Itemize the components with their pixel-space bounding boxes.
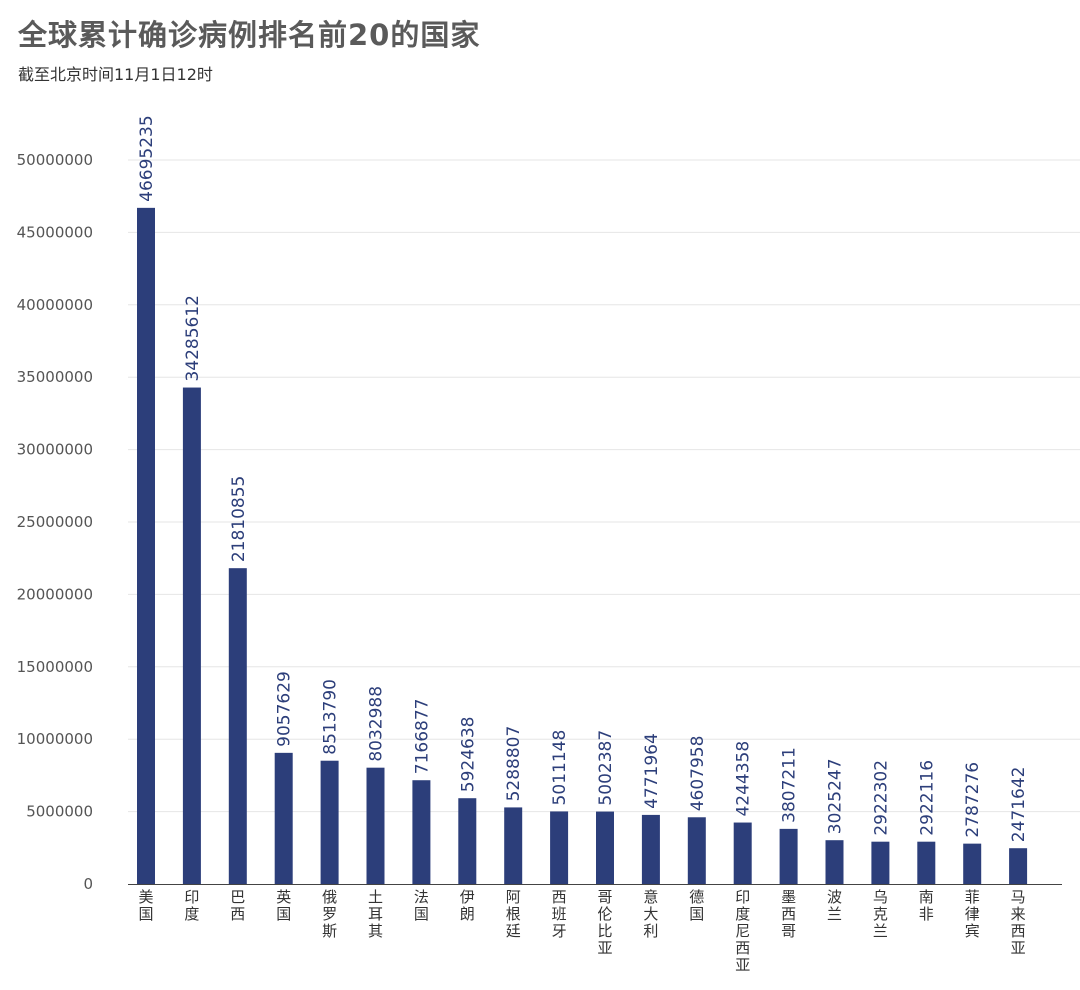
y-axis-ticks: 0 5000000 10000000 15000000 20000000 25000000… — [17, 151, 93, 893]
bar-value-label: 4607958 — [688, 736, 708, 812]
y-tick-label: 45000000 — [17, 223, 93, 241]
bar — [504, 807, 523, 884]
x-category-label: 俄罗斯 — [322, 888, 337, 940]
x-category-label: 意大利 — [643, 888, 658, 940]
chart-title: 全球累计确诊病例排名前20的国家 — [18, 18, 481, 52]
bar-value-label: 2471642 — [1009, 766, 1029, 842]
bar-value-label: 5288807 — [504, 726, 524, 802]
bar — [228, 568, 247, 884]
bar — [412, 780, 431, 884]
x-category-label: 波兰 — [827, 888, 842, 923]
y-tick-label: 0 — [83, 875, 93, 893]
bar-value-label: 3807211 — [780, 747, 800, 823]
grid-lines — [128, 159, 1080, 813]
y-tick-label: 5000000 — [26, 803, 93, 821]
bar — [963, 843, 982, 884]
x-category-label: 美国 — [138, 888, 153, 923]
y-tick-label: 15000000 — [17, 658, 93, 676]
x-category-label: 马来西亚 — [1011, 888, 1026, 957]
bar-value-label: 5924638 — [458, 716, 478, 792]
y-tick-label: 25000000 — [17, 513, 93, 531]
x-category-label: 墨西哥 — [781, 888, 796, 940]
bar — [825, 840, 844, 884]
bar-value-label: 2787276 — [963, 762, 983, 838]
bar — [779, 828, 798, 884]
bar-value-label: 2922116 — [917, 760, 937, 836]
x-category-label: 伊朗 — [460, 888, 475, 923]
value-labels: 46695235 34285612 21810855 9057629 8513790 80… — [137, 115, 1029, 842]
bar — [733, 822, 752, 884]
bar-value-label: 21810855 — [229, 476, 249, 563]
bar-value-label: 2922302 — [871, 760, 891, 836]
bar-value-label: 5002387 — [596, 730, 616, 806]
bar-value-label: 7166877 — [412, 699, 432, 775]
bar — [596, 811, 614, 884]
bar — [320, 760, 339, 884]
bar-value-label: 46695235 — [137, 115, 157, 202]
bar — [366, 767, 385, 884]
bar — [182, 387, 201, 884]
chart-subtitle: 截至北京时间11月1日12时 — [18, 65, 213, 84]
bar-value-label: 9057629 — [275, 671, 295, 747]
y-tick-label: 20000000 — [17, 585, 93, 603]
x-category-label: 西班牙 — [552, 888, 567, 940]
x-category-label: 印度尼西亚 — [735, 888, 750, 974]
bar — [871, 841, 890, 884]
x-category-label: 印度 — [184, 888, 199, 923]
bar — [641, 814, 660, 884]
bar — [274, 752, 293, 884]
y-tick-label: 50000000 — [17, 151, 93, 169]
bar-value-label: 3025247 — [826, 758, 846, 834]
y-tick-label: 30000000 — [17, 441, 93, 459]
y-tick-label: 35000000 — [17, 368, 93, 386]
bar — [917, 841, 936, 884]
x-category-label: 土耳其 — [368, 888, 383, 940]
bar — [687, 817, 706, 884]
bar-value-label: 34285612 — [183, 295, 203, 382]
bar-value-label: 4244358 — [734, 741, 754, 817]
bar — [1009, 848, 1028, 884]
bar — [458, 798, 477, 884]
x-category-label: 乌克兰 — [873, 888, 888, 940]
bar-value-label: 5011148 — [550, 730, 570, 806]
y-tick-label: 10000000 — [17, 730, 93, 748]
x-category-label: 法国 — [414, 888, 429, 923]
x-category-label: 哥伦比亚 — [597, 888, 612, 957]
bar — [550, 811, 569, 884]
y-tick-label: 40000000 — [17, 296, 93, 314]
x-category-label: 巴西 — [230, 888, 245, 923]
bar-value-label: 8032988 — [367, 686, 387, 762]
x-category-label: 南非 — [919, 888, 934, 923]
x-category-label: 菲律宾 — [965, 888, 980, 940]
x-category-label: 英国 — [276, 888, 291, 923]
x-category-label: 德国 — [689, 888, 704, 923]
bar — [137, 207, 155, 884]
bars — [137, 207, 1028, 884]
bar-value-label: 8513790 — [321, 679, 341, 755]
x-category-label: 阿根廷 — [506, 888, 521, 940]
bar-value-label: 4771964 — [642, 733, 662, 809]
